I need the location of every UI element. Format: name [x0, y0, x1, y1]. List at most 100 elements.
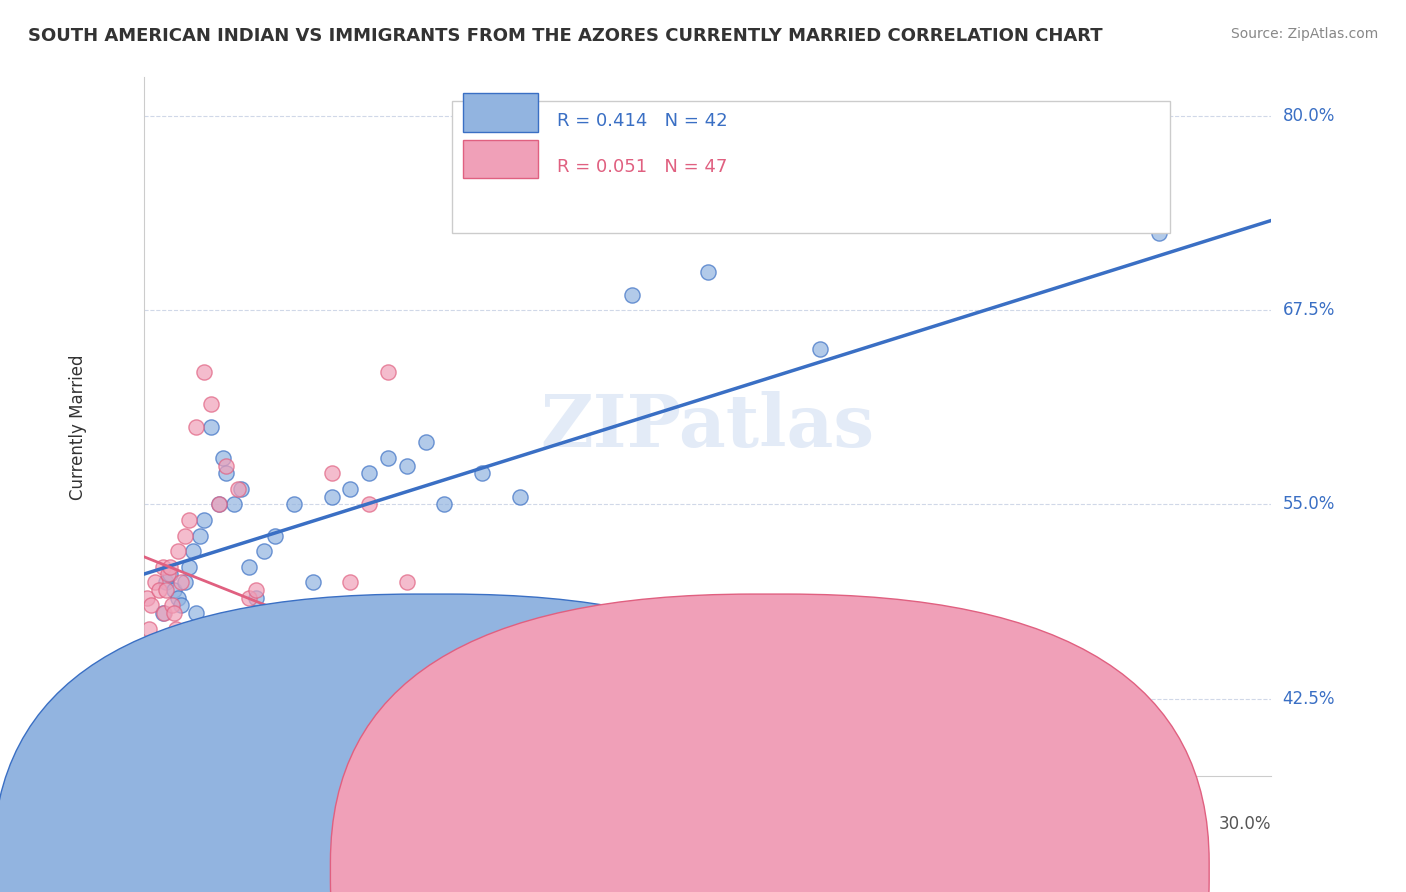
Point — [283, 498, 305, 512]
Point — [186, 606, 208, 620]
Point — [186, 420, 208, 434]
Point — [231, 482, 253, 496]
Point — [143, 754, 166, 768]
Text: ZIPatlas: ZIPatlas — [540, 392, 875, 462]
Point — [377, 450, 399, 465]
Point — [141, 599, 163, 613]
Point — [165, 622, 187, 636]
Point — [696, 264, 718, 278]
Point — [170, 575, 193, 590]
Point — [884, 792, 907, 806]
Point — [197, 622, 219, 636]
Point — [177, 559, 200, 574]
Point — [208, 498, 231, 512]
Point — [211, 450, 233, 465]
Point — [138, 622, 160, 636]
Point — [152, 606, 174, 620]
Text: R = 0.051   N = 47: R = 0.051 N = 47 — [557, 158, 727, 177]
Point — [142, 653, 165, 667]
Point — [1147, 226, 1170, 240]
Point — [283, 723, 305, 737]
Point — [395, 458, 418, 473]
Point — [181, 544, 204, 558]
Point — [339, 482, 361, 496]
Point — [253, 544, 276, 558]
Point — [359, 467, 381, 481]
Point — [359, 498, 381, 512]
Point — [415, 435, 437, 450]
Point — [149, 676, 172, 690]
Bar — [463, 93, 538, 132]
Bar — [451, 101, 1170, 233]
Point — [621, 288, 644, 302]
Point — [395, 575, 418, 590]
Point — [146, 668, 169, 682]
Point — [321, 467, 343, 481]
Point — [159, 567, 181, 582]
Point — [253, 606, 276, 620]
Point — [734, 800, 756, 814]
Point — [166, 591, 188, 605]
Point — [174, 575, 197, 590]
Point — [546, 785, 568, 799]
Text: Currently Married: Currently Married — [69, 354, 87, 500]
Point — [276, 714, 298, 729]
Point — [155, 575, 177, 590]
Point — [226, 482, 249, 496]
Text: 55.0%: 55.0% — [1282, 495, 1336, 514]
Point — [321, 490, 343, 504]
Point — [509, 490, 531, 504]
Point — [959, 653, 981, 667]
Point — [565, 202, 588, 217]
Point — [160, 599, 183, 613]
Point — [155, 582, 177, 597]
Point — [153, 606, 176, 620]
Point — [245, 582, 267, 597]
Point — [415, 699, 437, 714]
Point — [148, 582, 170, 597]
Point — [215, 467, 238, 481]
Text: 67.5%: 67.5% — [1282, 301, 1336, 319]
Point — [163, 582, 186, 597]
Text: Source: ZipAtlas.com: Source: ZipAtlas.com — [1230, 27, 1378, 41]
Point — [159, 559, 181, 574]
Point — [177, 513, 200, 527]
Point — [264, 723, 287, 737]
Point — [163, 606, 186, 620]
Point — [433, 498, 456, 512]
Point — [302, 754, 325, 768]
Point — [377, 366, 399, 380]
Point — [170, 599, 193, 613]
Point — [509, 800, 531, 814]
Text: R = 0.414   N = 42: R = 0.414 N = 42 — [557, 112, 728, 129]
Point — [143, 575, 166, 590]
Text: South American Indians: South American Indians — [436, 855, 633, 873]
Point — [141, 683, 163, 698]
Point — [808, 342, 831, 356]
Point — [433, 738, 456, 752]
Point — [302, 575, 325, 590]
Point — [245, 591, 267, 605]
Point — [157, 567, 180, 582]
Text: 0.0%: 0.0% — [143, 815, 186, 833]
Point — [208, 498, 231, 512]
Text: 42.5%: 42.5% — [1282, 690, 1336, 707]
Point — [471, 467, 494, 481]
Point — [264, 528, 287, 542]
Point — [339, 575, 361, 590]
Point — [215, 458, 238, 473]
Bar — [463, 139, 538, 178]
Point — [136, 591, 159, 605]
Point — [471, 800, 494, 814]
Point — [602, 792, 624, 806]
Text: 30.0%: 30.0% — [1219, 815, 1271, 833]
Text: 80.0%: 80.0% — [1282, 107, 1336, 125]
Point — [200, 420, 222, 434]
Text: SOUTH AMERICAN INDIAN VS IMMIGRANTS FROM THE AZORES CURRENTLY MARRIED CORRELATIO: SOUTH AMERICAN INDIAN VS IMMIGRANTS FROM… — [28, 27, 1102, 45]
Point — [193, 366, 215, 380]
Text: Immigrants from the Azores: Immigrants from the Azores — [755, 855, 988, 873]
Point — [222, 498, 245, 512]
Point — [200, 396, 222, 410]
Point — [174, 528, 197, 542]
Point — [188, 528, 211, 542]
